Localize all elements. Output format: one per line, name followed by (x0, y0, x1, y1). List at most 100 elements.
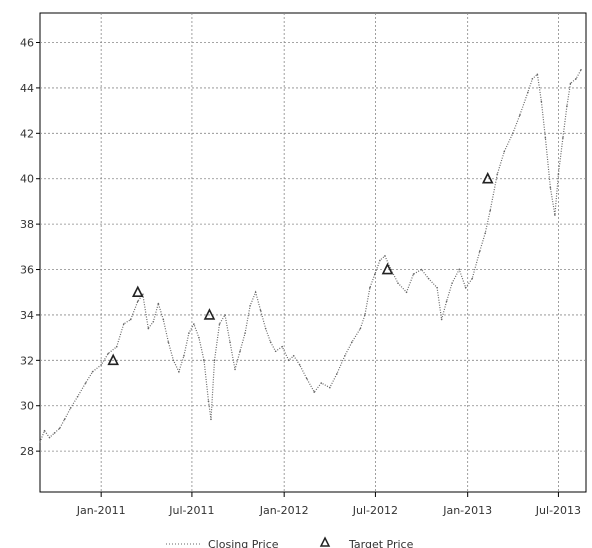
closing-price-point (427, 277, 430, 280)
closing-price-point (198, 336, 200, 339)
closing-price-point (569, 82, 572, 85)
closing-price-point (203, 359, 205, 362)
closing-price-point (344, 354, 346, 357)
y-tick-label: 46 (20, 37, 34, 50)
closing-price-point (364, 314, 366, 316)
legend-target-price-label: Target Price (348, 538, 414, 548)
series-layer (39, 68, 582, 443)
closing-price-point (287, 359, 290, 362)
grid-lines (40, 13, 586, 492)
legend-closing-price-label: Closing Price (208, 538, 279, 548)
closing-price-point (369, 286, 371, 289)
closing-price-point (157, 302, 160, 305)
closing-price-point (405, 291, 408, 294)
x-tick-label: Jan-2013 (442, 504, 492, 517)
closing-price-point (91, 370, 94, 373)
closing-price-point (527, 91, 529, 94)
closing-price-point (100, 364, 102, 366)
target-price-marker (381, 262, 394, 275)
x-tick-label: Jan-2012 (259, 504, 309, 517)
y-tick-label: 42 (20, 127, 34, 140)
y-tick-label: 28 (20, 445, 34, 458)
closing-price-point (496, 173, 499, 175)
closing-price-point (384, 255, 386, 257)
closing-price-point (549, 187, 552, 189)
closing-price-point (136, 300, 139, 303)
legend: Closing Price Target Price (166, 536, 414, 548)
closing-price-point (503, 150, 506, 153)
closing-price-point (451, 282, 453, 284)
closing-price-point (63, 418, 66, 421)
target-price-marker (131, 285, 144, 298)
closing-price-point (313, 391, 316, 393)
y-tick-label: 44 (20, 82, 34, 95)
closing-price-point (397, 282, 399, 284)
closing-price-point (274, 350, 277, 353)
closing-price-point (478, 250, 481, 253)
closing-price-point (336, 373, 338, 375)
closing-price-point (210, 418, 212, 421)
closing-price-point (540, 100, 543, 103)
y-tick-label: 36 (20, 264, 34, 277)
closing-price-point (84, 382, 87, 384)
closing-price-point (167, 341, 170, 343)
closing-price-point (440, 318, 443, 321)
closing-price-point (244, 332, 246, 334)
x-tick-label: Jul-2013 (535, 504, 581, 517)
closing-price-point (76, 395, 79, 398)
y-axis-ticks: 28 30 32 34 36 38 40 42 44 46 (20, 37, 40, 458)
closing-price-line (39, 69, 582, 443)
closing-price-point (48, 436, 51, 439)
closing-price-point (188, 332, 190, 334)
closing-price-point (115, 345, 118, 348)
closing-price-point (554, 214, 556, 216)
closing-price-point (292, 354, 295, 357)
closing-price-point (328, 386, 331, 389)
closing-price-point (129, 318, 132, 321)
x-tick-label: Jul-2011 (168, 504, 214, 517)
closing-price-point (412, 273, 415, 275)
closing-price-point (183, 354, 185, 357)
closing-price-point (298, 364, 301, 366)
closing-price-point (162, 318, 165, 321)
closing-price-point (511, 132, 514, 135)
closing-price-point (305, 377, 308, 380)
closing-price-point (224, 314, 226, 316)
closing-price-point (557, 173, 560, 175)
closing-price-point (172, 359, 175, 362)
y-tick-label: 34 (20, 309, 34, 322)
closing-price-point (519, 114, 521, 116)
closing-price-point (269, 341, 272, 343)
closing-price-point (218, 323, 221, 325)
closing-price-point (147, 327, 150, 330)
closing-price-point (575, 78, 577, 80)
closing-price-point (458, 268, 460, 271)
closing-price-point (580, 68, 582, 71)
closing-price-point (53, 432, 56, 434)
closing-price-point (264, 327, 267, 330)
closing-price-point (43, 429, 46, 432)
closing-price-point (259, 309, 262, 312)
y-tick-label: 40 (20, 173, 34, 186)
target-price-marker (107, 353, 119, 366)
closing-price-point (69, 407, 72, 409)
closing-price-point (471, 277, 473, 280)
closing-price-point (374, 273, 376, 275)
closing-price-point (536, 73, 539, 76)
closing-price-point (178, 370, 180, 373)
closing-price-point (58, 427, 61, 430)
closing-price-point (566, 105, 568, 107)
target-price-marker (203, 308, 216, 320)
x-axis-ticks: Jan-2011 Jul-2011 Jan-2012 Jul-2012 Jan-2013… (76, 492, 581, 517)
closing-price-point (254, 291, 257, 294)
x-tick-label: Jul-2012 (352, 504, 398, 517)
closing-price-point (445, 300, 448, 303)
closing-price-point (107, 352, 109, 355)
closing-price-point (359, 327, 362, 330)
closing-price-point (351, 341, 353, 343)
closing-price-point (229, 341, 231, 343)
closing-price-point (420, 268, 423, 271)
y-tick-label: 30 (20, 400, 34, 413)
closing-price-point (249, 305, 251, 307)
